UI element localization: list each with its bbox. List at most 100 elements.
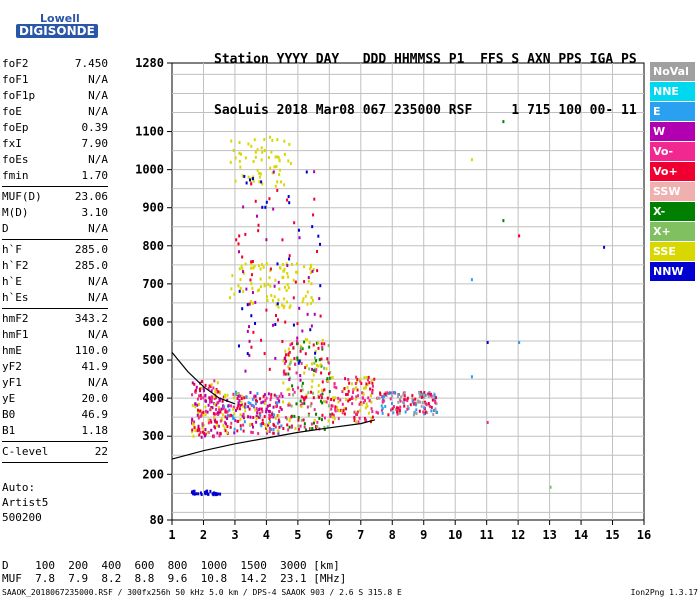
echo-point: [363, 376, 366, 380]
echo-point: [223, 395, 226, 399]
param-separator: [2, 308, 108, 309]
echo-point: [315, 359, 318, 363]
echo-point: [301, 300, 304, 304]
echo-point: [259, 285, 262, 289]
echo-point: [274, 425, 277, 429]
echo-point: [327, 419, 330, 423]
echo-point: [321, 388, 324, 392]
echo-point: [230, 421, 233, 425]
echo-point: [207, 387, 210, 391]
param-name: fxI: [2, 137, 22, 150]
echo-point: [295, 270, 298, 274]
echo-point: [252, 330, 255, 334]
x-tick-label: 14: [574, 528, 588, 542]
echo-point: [367, 375, 370, 379]
echo-point: [288, 254, 291, 258]
echo-point: [257, 229, 260, 233]
echo-point: [281, 394, 284, 398]
echo-point: [204, 399, 207, 403]
echo-point: [226, 410, 229, 414]
echo-point: [301, 329, 304, 333]
echo-point: [261, 182, 264, 186]
echo-point: [289, 161, 292, 165]
echo-point: [207, 492, 210, 496]
echo-point: [319, 314, 322, 318]
echo-point: [204, 428, 207, 432]
echo-point: [287, 353, 290, 357]
echo-point: [247, 175, 250, 179]
param-row: B1 1.18: [2, 423, 108, 439]
echo-point: [232, 149, 235, 153]
echo-point: [326, 357, 329, 361]
param-row: foF1 N/A: [2, 72, 108, 88]
echo-point: [272, 323, 275, 327]
echo-point: [263, 282, 266, 286]
echo-point: [323, 342, 326, 346]
echo-point: [236, 392, 239, 396]
echo-point: [285, 359, 288, 363]
echo-point: [253, 138, 256, 142]
echo-point: [331, 415, 334, 419]
echo-point: [304, 352, 307, 356]
echo-point: [244, 262, 247, 266]
echo-point: [265, 396, 268, 400]
echo-point: [424, 393, 427, 397]
echo-point: [287, 159, 290, 163]
echo-point: [306, 338, 309, 342]
echo-point: [268, 367, 271, 371]
echo-point: [220, 418, 223, 422]
echo-point: [210, 389, 213, 393]
echo-point: [348, 381, 351, 385]
echo-point: [313, 369, 316, 373]
echo-point: [210, 395, 213, 399]
echo-point: [354, 397, 357, 401]
echo-point: [281, 263, 284, 267]
echo-point: [303, 425, 306, 429]
legend-item-vo: Vo-: [650, 142, 695, 161]
echo-point: [262, 400, 265, 404]
echo-point: [241, 255, 244, 259]
echo-point: [249, 390, 252, 394]
echo-point: [262, 394, 265, 398]
echo-point: [310, 282, 313, 286]
echo-point: [238, 141, 241, 145]
echo-point: [423, 412, 426, 416]
echo-point: [234, 156, 237, 160]
echo-point: [247, 405, 250, 409]
echo-point: [202, 431, 205, 435]
echo-point: [234, 390, 237, 394]
echo-point: [244, 405, 247, 409]
echo-point: [216, 431, 219, 435]
echo-point: [327, 404, 330, 408]
echo-point: [199, 491, 202, 495]
echo-point: [239, 165, 242, 169]
echo-point: [276, 262, 279, 266]
station-header: Station YYYY DAY DDD HHMMSS P1 FFS S AXN…: [214, 17, 637, 136]
echo-point: [387, 392, 390, 396]
echo-point: [197, 427, 200, 431]
echo-point: [251, 259, 254, 263]
echo-point: [288, 425, 291, 429]
legend-item-vo: Vo+: [650, 162, 695, 181]
echo-point: [191, 430, 194, 434]
param-value: 7.450: [74, 57, 108, 70]
echo-point: [278, 425, 281, 429]
echo-point: [305, 170, 308, 174]
echo-point: [320, 396, 323, 400]
header-values-line: SaoLuis 2018 Mar08 067 235000 RSF 1 715 …: [214, 103, 637, 118]
echo-point: [261, 205, 264, 209]
echo-point: [278, 173, 281, 177]
echo-point: [242, 290, 245, 294]
echo-point: [241, 394, 244, 398]
echo-point: [252, 416, 255, 420]
echo-point: [291, 387, 294, 391]
echo-point: [202, 387, 205, 391]
echo-point: [317, 364, 320, 368]
echo-point: [273, 295, 276, 299]
echo-point: [344, 377, 347, 381]
echo-point: [217, 406, 220, 410]
isolated-echo-point: [486, 420, 489, 424]
echo-point: [420, 393, 423, 397]
echo-point: [283, 285, 286, 289]
echo-point: [213, 402, 216, 406]
